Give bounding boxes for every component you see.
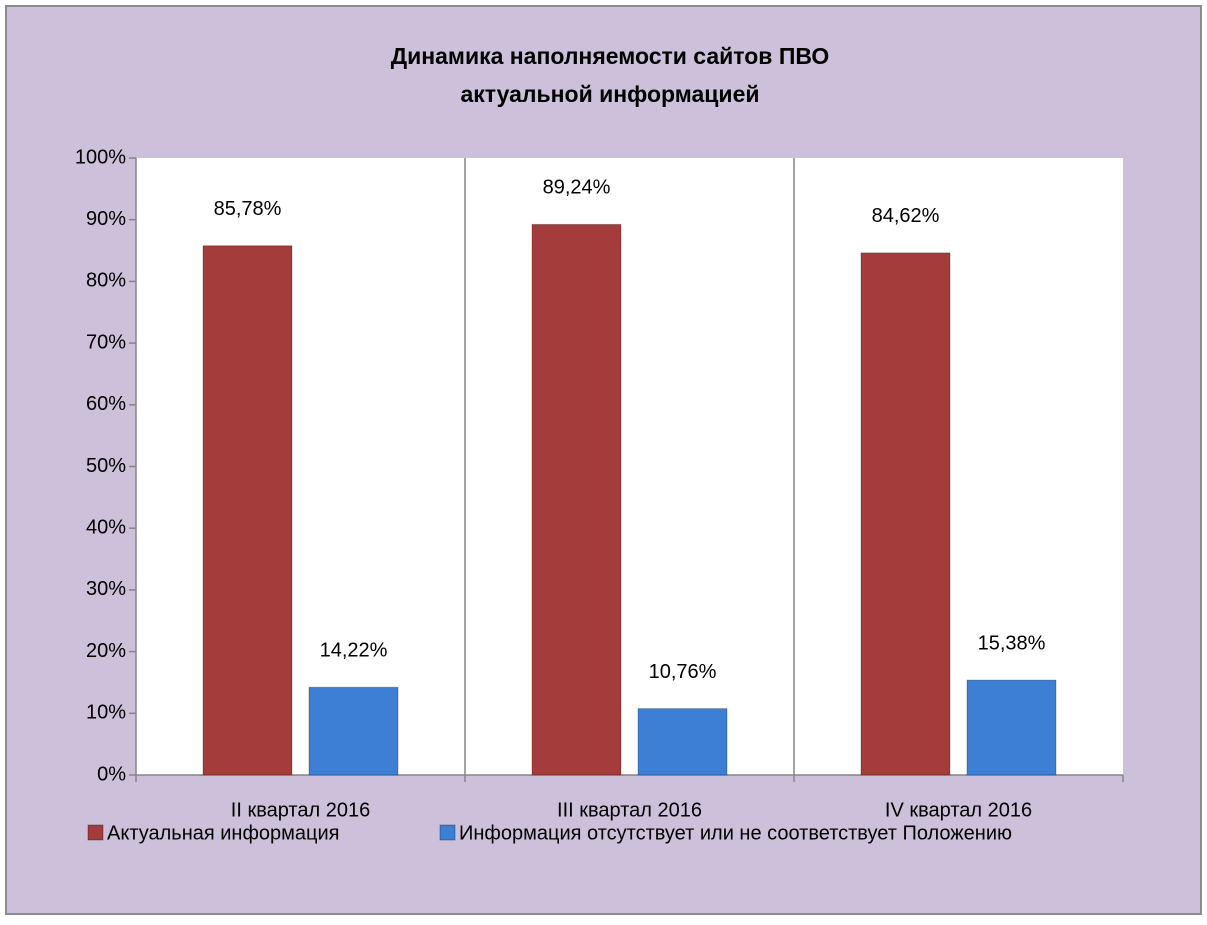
plot-area xyxy=(136,158,1123,775)
y-tick-label: 90% xyxy=(86,208,126,230)
bar xyxy=(202,245,293,776)
value-label: 15,38% xyxy=(978,632,1046,654)
bar xyxy=(531,223,622,776)
legend-swatch xyxy=(87,824,104,841)
y-tick-label: 80% xyxy=(86,270,126,292)
y-tick-label: 40% xyxy=(86,516,126,538)
bar xyxy=(966,679,1057,776)
legend-swatch xyxy=(439,824,456,841)
y-tick-label: 60% xyxy=(86,393,126,415)
y-tick-label: 30% xyxy=(86,578,126,600)
chart-title: Динамика наполняемости сайтов ПВО xyxy=(391,43,830,69)
bar xyxy=(637,708,728,776)
y-tick-label: 0% xyxy=(97,763,126,785)
bar xyxy=(308,686,399,776)
y-tick-label: 50% xyxy=(86,455,126,477)
y-tick-label: 100% xyxy=(75,146,126,168)
value-label: 14,22% xyxy=(320,640,388,662)
value-label: 84,62% xyxy=(872,205,940,227)
x-tick-label: III квартал 2016 xyxy=(557,799,702,821)
value-label: 89,24% xyxy=(543,177,611,199)
bar xyxy=(860,252,951,776)
x-tick-label: II квартал 2016 xyxy=(231,799,370,821)
value-label: 10,76% xyxy=(649,661,717,683)
legend-label: Актуальная информация xyxy=(107,822,340,844)
y-tick-label: 10% xyxy=(86,702,126,724)
y-tick-label: 70% xyxy=(86,331,126,353)
y-tick-label: 20% xyxy=(86,640,126,662)
value-label: 85,78% xyxy=(214,198,282,220)
chart-title: актуальной информацией xyxy=(461,81,760,107)
x-tick-label: IV квартал 2016 xyxy=(885,799,1032,821)
legend-label: Информация отсутствует или не соответств… xyxy=(459,822,1012,844)
